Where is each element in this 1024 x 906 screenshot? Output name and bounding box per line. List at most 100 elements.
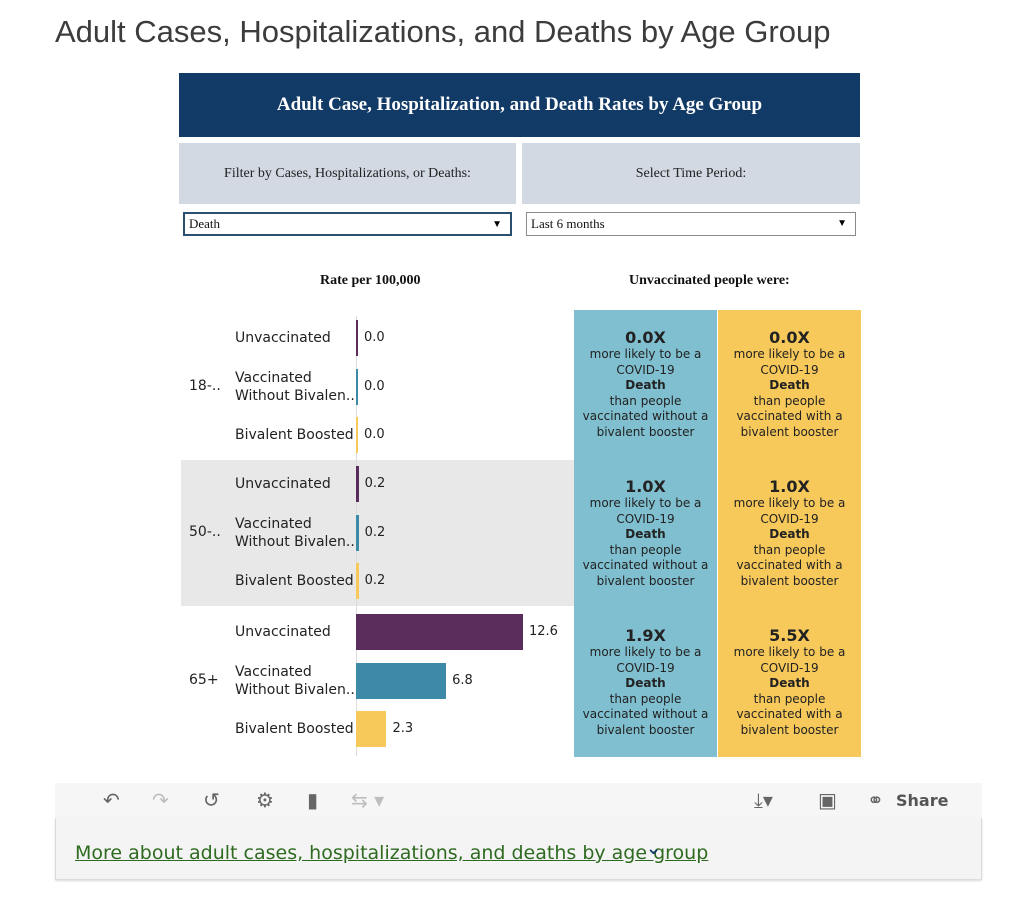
viz-toolbar — [55, 783, 982, 818]
card-text: than people — [609, 542, 682, 557]
measure-text: Death — [769, 378, 810, 392]
card-text: more likely to be a — [589, 496, 702, 510]
measure-text: Death — [625, 527, 666, 541]
pause-updates-icon[interactable]: ▮ — [307, 788, 319, 812]
comparison-text: vaccinated without a bivalent booster — [582, 558, 709, 588]
ratio-card: 0.0X more likely to be a COVID-19 Death than… — [574, 310, 717, 459]
measure-text: Death — [769, 527, 810, 541]
row-label: Unvaccinated — [235, 624, 331, 640]
undo-icon[interactable]: ↶ — [103, 788, 120, 812]
ratio-card: 1.9X more likely to be a COVID-19 Death than… — [574, 608, 717, 757]
dashboard-header: Adult Case, Hospitalization, and Death R… — [179, 73, 860, 137]
comparison-text: vaccinated without a bivalent booster — [582, 707, 709, 737]
ratio-value: 1.0X — [769, 477, 810, 496]
dropdown-arrow-icon: ▼ — [492, 219, 502, 230]
rate-heading: Rate per 100,000 — [320, 273, 421, 288]
bar-value-label: 6.8 — [452, 672, 473, 688]
card-text: than people — [753, 691, 826, 706]
bar-value-label: 0.0 — [364, 378, 385, 394]
bar[interactable] — [356, 514, 359, 551]
measure-select-value: Death — [189, 216, 221, 231]
comparison-text: vaccinated with a bivalent booster — [736, 707, 843, 737]
bar-value-label: 2.3 — [392, 721, 414, 736]
card-text: than people — [609, 393, 682, 408]
measure-select[interactable]: Death ▼ — [183, 212, 512, 236]
comparison-text: vaccinated with a bivalent booster — [736, 409, 843, 439]
row-label: Bivalent Boosted — [235, 721, 354, 737]
card-text: than people — [753, 393, 826, 408]
bar[interactable] — [356, 368, 358, 405]
row-label: Vaccinated Without Bivalen.. — [235, 369, 355, 404]
ratio-card: 0.0X more likely to be a COVID-19 Death than… — [718, 310, 861, 459]
card-text: more likely to be a — [589, 347, 702, 361]
row-label: Unvaccinated — [235, 476, 331, 492]
alerts-icon[interactable]: ⇆ ▾ — [351, 788, 385, 812]
bar[interactable] — [356, 662, 447, 699]
bar[interactable] — [356, 320, 358, 356]
row-label: Unvaccinated — [235, 330, 331, 346]
bar-value-label: 0.2 — [364, 524, 386, 540]
ratio-value: 0.0X — [625, 328, 666, 347]
ratio-card: 1.0X more likely to be a COVID-19 Death than… — [718, 459, 861, 608]
card-text: COVID-19 — [760, 362, 819, 377]
time-period-select[interactable]: Last 6 months ▼ — [526, 212, 856, 236]
bar-value-label: 0.0 — [364, 427, 385, 442]
ratio-value: 0.0X — [769, 328, 810, 347]
time-period-label: Select Time Period: — [635, 165, 747, 181]
row-label: Vaccinated Without Bivalen.. — [235, 515, 355, 550]
measure-text: Death — [625, 378, 666, 392]
ratio-value: 1.9X — [625, 626, 666, 645]
bar[interactable] — [356, 417, 358, 453]
ratio-value: 5.5X — [769, 626, 810, 645]
share-button[interactable]: Share — [896, 791, 949, 810]
bar-value-label: 0.2 — [364, 476, 386, 491]
card-text: COVID-19 — [760, 511, 819, 526]
bar[interactable] — [356, 563, 359, 599]
more-info-panel — [55, 818, 982, 880]
card-text: more likely to be a — [733, 347, 846, 361]
filter-label: Filter by Cases, Hospitalizations, or De… — [224, 165, 471, 181]
card-text: more likely to be a — [589, 645, 702, 659]
more-info-link[interactable]: More about adult cases, hospitalizations… — [75, 842, 709, 864]
card-text: COVID-19 — [616, 511, 675, 526]
age-group-label: 50-.. — [189, 524, 221, 540]
time-label-box: Select Time Period: — [522, 143, 860, 204]
measure-text: Death — [769, 676, 810, 690]
ratio-card: 5.5X more likely to be a COVID-19 Death than… — [718, 608, 861, 757]
refresh-data-icon[interactable]: ⚙ — [256, 788, 274, 812]
time-period-select-value: Last 6 months — [531, 216, 605, 231]
unvaccinated-heading: Unvaccinated people were: — [629, 273, 790, 288]
row-label: Vaccinated Without Bivalen.. — [235, 663, 355, 698]
card-text: COVID-19 — [760, 660, 819, 675]
ratio-card: 1.0X more likely to be a COVID-19 Death than… — [574, 459, 717, 608]
measure-text: Death — [625, 676, 666, 690]
bar-value-label: 12.6 — [529, 624, 558, 639]
bar[interactable] — [356, 711, 387, 747]
card-text: COVID-19 — [616, 362, 675, 377]
age-group-label: 18-.. — [189, 378, 221, 394]
dropdown-arrow-icon: ▼ — [837, 218, 847, 229]
fullscreen-icon[interactable]: ▣ — [818, 788, 837, 812]
chevron-down-icon[interactable]: ⌄ — [646, 838, 662, 859]
ratio-value: 1.0X — [625, 477, 666, 496]
comparison-text: vaccinated without a bivalent booster — [582, 409, 709, 439]
card-text: more likely to be a — [733, 645, 846, 659]
row-label: Bivalent Boosted — [235, 427, 354, 443]
bar-value-label: 0.2 — [364, 573, 386, 588]
age-group-label: 65+ — [189, 672, 219, 688]
redo-icon[interactable]: ↷ — [152, 788, 169, 812]
bar[interactable] — [356, 614, 523, 650]
share-icon[interactable]: ⚭ — [867, 788, 884, 812]
revert-icon[interactable]: ↺ — [203, 788, 220, 812]
card-text: than people — [753, 542, 826, 557]
card-text: more likely to be a — [733, 496, 846, 510]
bar-value-label: 0.0 — [364, 330, 385, 345]
bar[interactable] — [356, 466, 359, 502]
comparison-text: vaccinated with a bivalent booster — [736, 558, 843, 588]
row-label: Bivalent Boosted — [235, 573, 354, 589]
filter-label-box: Filter by Cases, Hospitalizations, or De… — [179, 143, 516, 204]
download-icon[interactable]: ⤓▾ — [754, 788, 773, 812]
page-title: Adult Cases, Hospitalizations, and Death… — [55, 14, 831, 49]
card-text: COVID-19 — [616, 660, 675, 675]
group-highlight-band — [181, 460, 574, 606]
